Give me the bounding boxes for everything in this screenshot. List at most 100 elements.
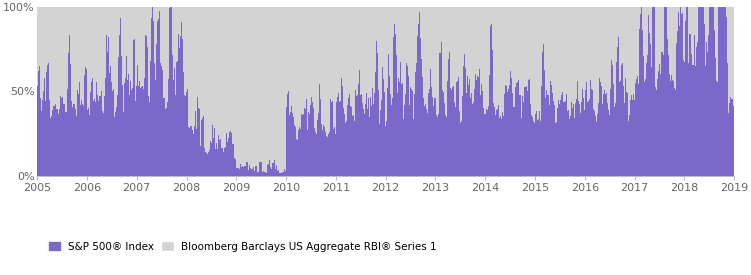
Bar (353, 115, 354, 176)
Bar (96, 82, 97, 176)
Bar (450, 7, 451, 88)
Bar (453, 86, 454, 176)
Bar (333, 7, 334, 129)
Bar (235, 7, 236, 159)
Bar (367, 7, 369, 109)
Bar (550, 85, 551, 176)
Bar (360, 7, 362, 94)
Bar (161, 7, 162, 65)
Bar (478, 7, 480, 68)
Bar (728, 113, 729, 176)
Bar (543, 45, 544, 176)
Bar (101, 90, 102, 176)
Bar (149, 61, 151, 176)
Bar (172, 55, 173, 176)
Bar (382, 7, 383, 67)
Bar (515, 7, 516, 87)
Bar (240, 7, 241, 164)
Bar (460, 123, 461, 176)
Bar (673, 81, 674, 176)
Bar (611, 7, 612, 60)
Bar (229, 7, 231, 131)
Bar (94, 99, 95, 176)
Bar (62, 7, 64, 104)
Bar (164, 7, 165, 98)
Bar (436, 7, 437, 114)
Bar (592, 90, 593, 176)
Bar (242, 7, 243, 166)
Bar (716, 7, 717, 81)
Bar (277, 7, 279, 171)
Bar (421, 59, 422, 176)
Bar (665, 7, 667, 176)
Bar (347, 104, 348, 176)
Bar (66, 112, 68, 176)
Bar (305, 7, 306, 109)
Bar (492, 7, 493, 50)
Bar (593, 111, 595, 176)
Bar (546, 89, 547, 176)
Bar (562, 92, 563, 176)
Bar (139, 81, 140, 176)
Bar (44, 7, 45, 78)
Bar (113, 7, 114, 89)
Bar (606, 7, 607, 93)
Bar (556, 7, 557, 122)
Bar (176, 61, 178, 176)
Bar (98, 7, 99, 101)
Bar (159, 7, 161, 11)
Bar (468, 7, 469, 86)
Bar (190, 126, 191, 176)
Bar (425, 7, 426, 104)
Bar (530, 104, 532, 176)
Bar (242, 166, 243, 176)
Bar (713, 7, 714, 17)
Bar (298, 130, 300, 176)
Bar (58, 7, 59, 114)
Bar (638, 84, 639, 176)
Bar (126, 7, 127, 56)
Bar (637, 7, 638, 76)
Bar (231, 7, 232, 133)
Bar (527, 91, 529, 176)
Bar (249, 7, 251, 166)
Bar (120, 7, 121, 18)
Bar (308, 7, 309, 112)
Bar (142, 86, 143, 176)
Bar (503, 103, 505, 176)
Bar (45, 101, 47, 176)
Bar (588, 101, 589, 176)
Bar (347, 7, 348, 104)
Bar (411, 7, 412, 89)
Bar (71, 7, 72, 101)
Bar (388, 54, 390, 176)
Bar (689, 34, 690, 176)
Bar (163, 7, 164, 98)
Bar (634, 7, 635, 100)
Bar (357, 95, 358, 176)
Bar (464, 7, 465, 54)
Bar (40, 98, 41, 176)
Bar (539, 7, 540, 111)
Bar (425, 104, 426, 176)
Bar (158, 19, 159, 176)
Bar (447, 7, 448, 81)
Bar (496, 7, 497, 110)
Bar (717, 82, 718, 176)
Bar (548, 7, 550, 105)
Bar (592, 7, 593, 90)
Bar (551, 86, 553, 176)
Bar (700, 7, 701, 176)
Bar (265, 172, 266, 176)
Bar (409, 87, 411, 176)
Bar (301, 7, 302, 114)
Bar (72, 107, 73, 176)
Bar (557, 108, 558, 176)
Bar (517, 81, 518, 176)
Bar (123, 7, 124, 112)
Bar (122, 7, 123, 85)
Bar (638, 29, 640, 176)
Bar (93, 101, 94, 176)
Bar (443, 7, 444, 92)
Bar (419, 12, 420, 176)
